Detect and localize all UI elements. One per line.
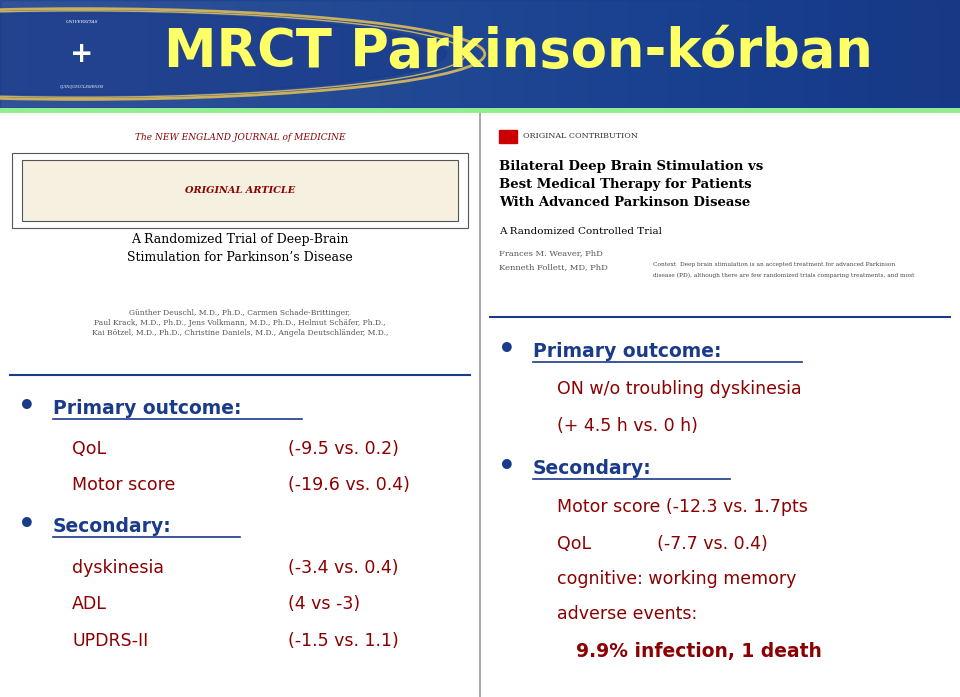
Text: Secondary:: Secondary:: [533, 459, 652, 477]
Text: QoL            (-7.7 vs. 0.4): QoL (-7.7 vs. 0.4): [557, 535, 768, 553]
Text: ON w/o troubling dyskinesia: ON w/o troubling dyskinesia: [557, 381, 802, 399]
Text: Context  Deep brain stimulation is an accepted treatment for advanced Parkinson: Context Deep brain stimulation is an acc…: [653, 262, 895, 267]
Text: Secondary:: Secondary:: [53, 517, 172, 536]
Text: (4 vs -3): (4 vs -3): [288, 595, 360, 613]
Text: (-9.5 vs. 0.2): (-9.5 vs. 0.2): [288, 440, 398, 458]
Text: •: •: [497, 336, 516, 364]
Text: +: +: [70, 40, 93, 68]
Text: cognitive: working memory: cognitive: working memory: [557, 569, 796, 588]
Text: dyskinesia: dyskinesia: [72, 559, 164, 577]
Text: •: •: [17, 393, 36, 421]
Text: 9.9% infection, 1 death: 9.9% infection, 1 death: [576, 641, 822, 661]
Text: (+ 4.5 h vs. 0 h): (+ 4.5 h vs. 0 h): [557, 417, 698, 435]
Text: •: •: [17, 512, 36, 539]
Text: Frances M. Weaver, PhD: Frances M. Weaver, PhD: [499, 250, 603, 258]
FancyBboxPatch shape: [22, 160, 459, 221]
Text: Günther Deuschl, M.D., Ph.D., Carmen Schade-Brittinger,
Paul Krack, M.D., Ph.D.,: Günther Deuschl, M.D., Ph.D., Carmen Sch…: [92, 309, 388, 337]
Circle shape: [0, 13, 446, 95]
Text: Primary outcome:: Primary outcome:: [53, 399, 241, 418]
Text: Motor score (-12.3 vs. 1.7pts: Motor score (-12.3 vs. 1.7pts: [557, 498, 807, 516]
Text: disease (PD), although there are few randomized trials comparing treatments, and: disease (PD), although there are few ran…: [653, 273, 914, 277]
Text: Motor score: Motor score: [72, 476, 176, 494]
Text: adverse events:: adverse events:: [557, 605, 697, 622]
Text: UNIVERSITAS: UNIVERSITAS: [65, 20, 98, 24]
Text: QUINQUECCLESIENSIS: QUINQUECCLESIENSIS: [60, 84, 104, 89]
Text: QoL: QoL: [72, 440, 107, 458]
Text: The NEW ENGLAND JOURNAL of MEDICINE: The NEW ENGLAND JOURNAL of MEDICINE: [134, 133, 346, 142]
Text: (-19.6 vs. 0.4): (-19.6 vs. 0.4): [288, 476, 410, 494]
Text: Bilateral Deep Brain Stimulation vs
Best Medical Therapy for Patients
With Advan: Bilateral Deep Brain Stimulation vs Best…: [499, 160, 763, 208]
Text: (-3.4 vs. 0.4): (-3.4 vs. 0.4): [288, 559, 398, 577]
Text: UPDRS-II: UPDRS-II: [72, 631, 148, 650]
Text: (-1.5 vs. 1.1): (-1.5 vs. 1.1): [288, 631, 398, 650]
Text: ADL: ADL: [72, 595, 107, 613]
Bar: [499, 130, 517, 144]
Text: MRCT Parkinson-kórban: MRCT Parkinson-kórban: [164, 26, 873, 78]
Text: Kenneth Follett, MD, PhD: Kenneth Follett, MD, PhD: [499, 263, 608, 272]
Text: •: •: [497, 453, 516, 481]
Text: ORIGINAL ARTICLE: ORIGINAL ARTICLE: [185, 185, 295, 194]
Text: ORIGINAL CONTRIBUTION: ORIGINAL CONTRIBUTION: [523, 132, 638, 140]
Text: A Randomized Trial of Deep-Brain
Stimulation for Parkinson’s Disease: A Randomized Trial of Deep-Brain Stimula…: [127, 233, 353, 263]
Text: Primary outcome:: Primary outcome:: [533, 342, 721, 361]
Text: A Randomized Controlled Trial: A Randomized Controlled Trial: [499, 227, 662, 236]
